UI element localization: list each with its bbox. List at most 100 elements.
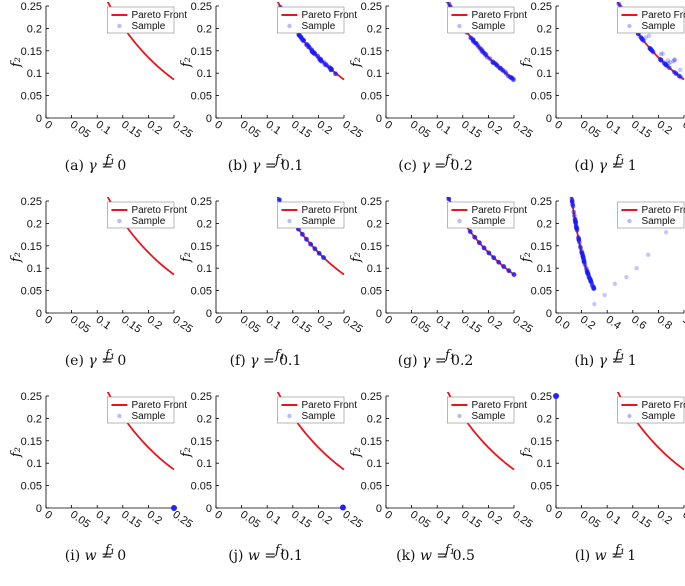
legend-swatch-sample — [627, 23, 632, 29]
sample-point — [482, 50, 487, 56]
sample-point — [511, 76, 516, 82]
y-tick-label: 0.2 — [197, 23, 212, 35]
sample-point — [497, 65, 503, 71]
pareto-front-line — [446, 392, 515, 471]
legend-swatch-sample — [287, 413, 292, 419]
y-tick-label: 0.05 — [531, 91, 552, 103]
x-tick-label: 0.2 — [145, 509, 164, 528]
legend-entry: Pareto Front — [641, 10, 685, 21]
legend-box — [617, 201, 685, 229]
y-tick-label: 0.05 — [21, 91, 42, 103]
x-tick-label: 0.1 — [433, 314, 452, 333]
sample-point — [472, 234, 478, 240]
pareto-front-line — [616, 392, 685, 471]
sample-point — [494, 62, 499, 68]
y-tick-label: 0.1 — [367, 68, 382, 80]
x-tick-label: 0.05 — [408, 509, 432, 531]
legend-entry: Pareto Front — [131, 400, 187, 411]
chart-panel: 00.050.10.150.20.250 0.05 0.1 0.15 0.2 0.25f₁… — [349, 196, 535, 363]
chart-panel: 00.050.10.150.20.250 0.05 0.1 0.15 0.2 0.25f₁… — [179, 196, 365, 363]
x-tick-label: 0.4 — [603, 314, 622, 333]
sample-point — [171, 505, 177, 511]
sample-point — [587, 276, 593, 282]
caption-label: (h) — [574, 353, 595, 369]
pareto-front-line — [106, 2, 175, 81]
y-tick-label: 0 — [546, 308, 552, 320]
sample-point — [624, 274, 629, 280]
x-axis-label: f₁ — [614, 348, 625, 363]
y-tick-label: 0 — [206, 308, 212, 320]
legend-swatch-sample — [627, 218, 632, 224]
y-axis-label: f₂ — [9, 252, 24, 263]
caption-value: = 0.1 — [264, 548, 303, 564]
sample-point — [501, 264, 507, 269]
y-tick-label: 0.05 — [21, 481, 42, 493]
x-tick-label: 0.1 — [93, 314, 112, 333]
x-tick-label: 0.15 — [289, 314, 313, 336]
legend-entry: Sample — [131, 411, 165, 422]
y-tick-label: 0.1 — [537, 458, 552, 470]
x-tick-label: 0.15 — [629, 509, 653, 531]
caption-label: (l) — [574, 548, 591, 564]
legend-entry: Sample — [641, 216, 675, 227]
sample-point — [573, 219, 578, 225]
y-tick-label: 0.15 — [361, 436, 382, 448]
caption-label: (b) — [227, 158, 248, 174]
legend-entry: Sample — [301, 216, 335, 227]
y-tick-label: 0.05 — [361, 286, 382, 298]
sample-point — [333, 71, 338, 76]
x-tick-label: 0.15 — [119, 509, 143, 531]
y-tick-label: 0 — [546, 113, 552, 125]
sample-point — [321, 255, 326, 260]
y-tick-label: 0.25 — [531, 1, 552, 13]
x-tick-label: 0 — [212, 314, 224, 327]
y-tick-label: 0.25 — [361, 391, 382, 403]
sample-point — [476, 240, 482, 246]
y-tick-label: 0.05 — [191, 481, 212, 493]
sample-point — [668, 60, 673, 65]
y-tick-label: 0 — [36, 308, 42, 320]
panel-caption: (a) γ = 0 — [10, 158, 181, 174]
chart-panel: 00.050.10.150.20.250 0.05 0.1 0.15 0.2 0.25f₁… — [179, 1, 365, 168]
sample-point — [658, 51, 664, 57]
y-tick-label: 0.15 — [191, 436, 212, 448]
x-tick-label: 0.2 — [578, 314, 597, 333]
x-tick-label: 0.05 — [238, 509, 262, 531]
sample-point — [679, 75, 684, 80]
x-tick-label: 0.05 — [238, 119, 262, 141]
x-tick-label: 0.1 — [603, 119, 622, 138]
legend-box — [277, 6, 345, 34]
y-axis-label: f₂ — [349, 447, 364, 458]
y-tick-label: 0.25 — [21, 391, 42, 403]
sample-point — [276, 197, 282, 203]
legend-entry: Pareto Front — [641, 400, 685, 411]
sample-point — [574, 225, 579, 231]
x-tick-label: 0.2 — [655, 509, 674, 528]
x-tick-label: 0.8 — [655, 314, 674, 333]
legend-box — [107, 201, 175, 229]
y-tick-label: 0.15 — [531, 436, 552, 448]
y-tick-label: 0.15 — [361, 241, 382, 253]
caption-variable: w — [247, 548, 260, 564]
sample-point — [592, 301, 597, 307]
y-tick-label: 0.1 — [367, 458, 382, 470]
sample-point — [634, 266, 639, 271]
caption-value: = 0 — [101, 548, 127, 564]
x-tick-label: 0.6 — [629, 314, 648, 333]
caption-value: = 1 — [611, 548, 637, 564]
x-tick-label: 0.15 — [459, 314, 483, 336]
x-tick-label: 0.15 — [119, 314, 143, 336]
sample-point — [638, 34, 643, 40]
sample-point — [296, 33, 302, 38]
y-tick-label: 0 — [36, 113, 42, 125]
y-tick-label: 0.15 — [531, 241, 552, 253]
sample-point — [309, 47, 315, 53]
y-tick-label: 0.1 — [197, 458, 212, 470]
y-tick-label: 0.05 — [21, 286, 42, 298]
sample-point — [660, 51, 666, 56]
x-tick-label: 0.05 — [68, 119, 92, 141]
x-tick-label: 0 — [42, 314, 54, 327]
x-axis-label: f₁ — [274, 543, 285, 558]
x-tick-label: 0.1 — [93, 119, 112, 138]
x-tick-label: 0.1 — [603, 509, 622, 528]
